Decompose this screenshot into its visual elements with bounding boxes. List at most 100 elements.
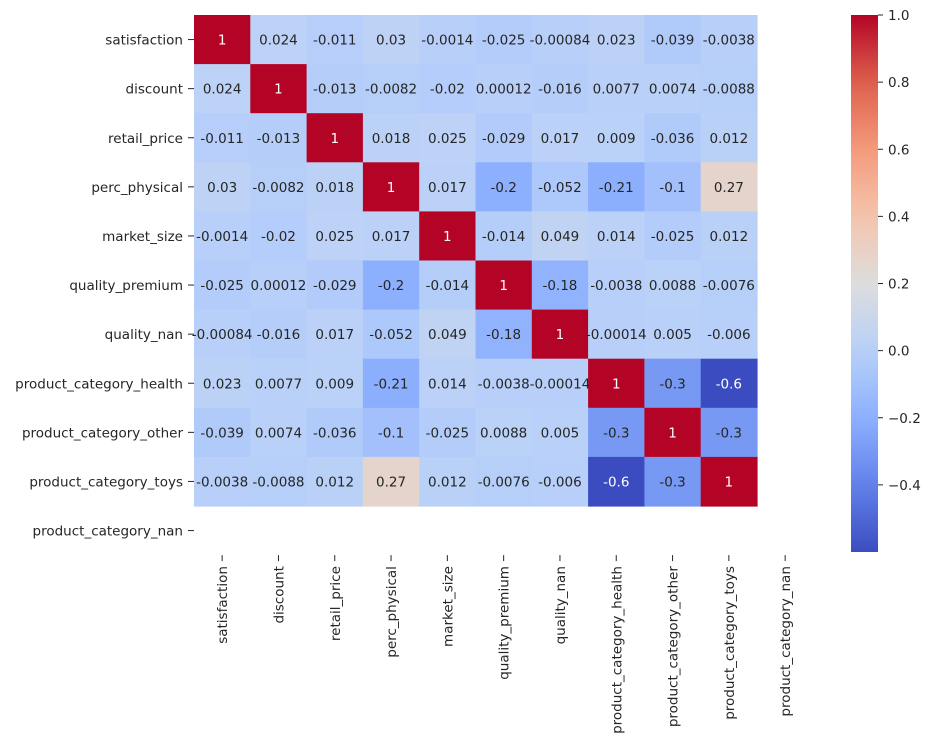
heatmap-cell <box>362 211 420 262</box>
heatmap-cell <box>531 64 589 114</box>
cell-value-label: 0.005 <box>653 327 692 343</box>
heatmap-cell <box>194 211 251 262</box>
cell-value-label: -0.0014 <box>421 33 473 49</box>
heatmap-cell <box>419 358 477 409</box>
x-tick-label: quality_premium <box>497 566 513 680</box>
heatmap-cell <box>531 456 589 507</box>
heatmap-cell <box>194 358 251 409</box>
heatmap-cell <box>588 260 645 311</box>
cell-value-label: -0.02 <box>261 229 296 245</box>
cell-value-label: -0.18 <box>486 327 521 343</box>
cell-value-label: -0.0076 <box>703 278 755 294</box>
heatmap-cell <box>250 456 308 507</box>
heatmap-cell <box>362 456 420 507</box>
heatmap-cell <box>700 113 758 163</box>
heatmap-cell <box>588 407 645 458</box>
cell-value-label: -0.052 <box>538 180 582 196</box>
x-tick-label: perc_physical <box>384 566 400 658</box>
colorbar-tick-label: −0.2 <box>888 411 921 427</box>
cell-value-label: -0.016 <box>257 327 301 343</box>
cell-value-label: 0.0077 <box>255 376 302 392</box>
cell-value-label: 0.0088 <box>649 278 696 294</box>
heatmap-cell <box>644 64 702 114</box>
cell-value-label: 0.012 <box>315 474 354 490</box>
cell-value-label: -0.025 <box>482 33 526 49</box>
heatmap-cell <box>250 15 308 65</box>
y-tick-label: product_category_health <box>15 376 183 392</box>
cell-value-label: -0.052 <box>369 327 413 343</box>
cell-value-label: 0.018 <box>372 131 411 147</box>
cell-value-label: 1 <box>499 278 508 294</box>
heatmap-cell <box>362 15 420 65</box>
cell-value-label: -0.3 <box>659 376 685 392</box>
heatmap-cell <box>306 260 364 311</box>
heatmap-cell <box>700 211 758 262</box>
heatmap-cell <box>700 15 758 65</box>
heatmap-cell <box>419 113 477 163</box>
heatmap-cell <box>306 211 364 262</box>
y-tick-label: perc_physical <box>91 180 183 196</box>
heatmap-cells <box>194 15 758 507</box>
heatmap-cell <box>250 309 308 360</box>
y-tick-label: discount <box>126 82 183 98</box>
heatmap-cell <box>644 113 702 163</box>
cell-value-label: 1 <box>387 180 396 196</box>
cell-value-label: 0.014 <box>597 229 636 245</box>
colorbar-tick-label: 1.0 <box>888 8 909 24</box>
y-tick-label: quality_nan <box>105 327 183 343</box>
heatmap-cell <box>644 162 702 212</box>
cell-annotations: 1 0.024 -0.011 0.03 -0.0014 -0.025 -0.00084 0.0… <box>192 33 755 491</box>
cell-value-label: 0.27 <box>376 474 406 490</box>
cell-value-label: -0.02 <box>430 82 465 98</box>
heatmap-cell <box>700 162 758 212</box>
heatmap-cell <box>700 309 758 360</box>
colorbar-bar <box>851 15 878 552</box>
heatmap-cell <box>362 260 420 311</box>
heatmap-cell <box>306 407 364 458</box>
heatmap-cell <box>644 211 702 262</box>
heatmap-cell <box>475 162 533 212</box>
heatmap-cell <box>644 456 702 507</box>
heatmap-cell <box>419 407 477 458</box>
cell-value-label: 0.009 <box>597 131 636 147</box>
cell-value-label: -0.0038 <box>703 33 755 49</box>
heatmap-cell <box>250 162 308 212</box>
cell-value-label: 1 <box>218 33 227 49</box>
cell-value-label: -0.0076 <box>478 474 530 490</box>
x-tick-label: market_size <box>440 566 456 647</box>
x-tick-label: retail_price <box>328 566 344 641</box>
cell-value-label: 0.0074 <box>255 425 302 441</box>
cell-value-label: -0.011 <box>200 131 244 147</box>
cell-value-label: 0.012 <box>710 131 749 147</box>
cell-value-label: 0.00012 <box>251 278 307 294</box>
cell-value-label: -0.6 <box>716 376 742 392</box>
cell-value-label: -0.0014 <box>196 229 248 245</box>
heatmap-cell <box>419 456 477 507</box>
heatmap-cell <box>588 456 645 507</box>
cell-value-label: -0.0082 <box>365 82 417 98</box>
heatmap-cell <box>700 456 758 507</box>
cell-value-label: -0.18 <box>542 278 577 294</box>
heatmap-cell <box>588 113 645 163</box>
heatmap-cell <box>475 113 533 163</box>
heatmap-cell <box>531 15 589 65</box>
cell-value-label: 1 <box>443 229 452 245</box>
heatmap-cell <box>194 64 251 114</box>
cell-value-label: 0.005 <box>541 425 580 441</box>
heatmap-cell <box>306 162 364 212</box>
cell-value-label: 1 <box>330 131 339 147</box>
colorbar-tick-label: −0.4 <box>888 478 921 494</box>
cell-value-label: -0.2 <box>378 278 404 294</box>
cell-value-label: -0.21 <box>374 376 409 392</box>
cell-value-label: -0.0088 <box>703 82 755 98</box>
heatmap-cell <box>700 64 758 114</box>
cell-value-label: 0.025 <box>428 131 467 147</box>
heatmap-cell <box>250 358 308 409</box>
heatmap-cell <box>700 358 758 409</box>
cell-value-label: -0.0038 <box>196 474 248 490</box>
x-axis: satisfaction discount retail_price perc_phy… <box>215 555 794 734</box>
heatmap-cell <box>194 309 251 360</box>
cell-value-label: -0.0038 <box>590 278 642 294</box>
heatmap-cell <box>362 309 420 360</box>
